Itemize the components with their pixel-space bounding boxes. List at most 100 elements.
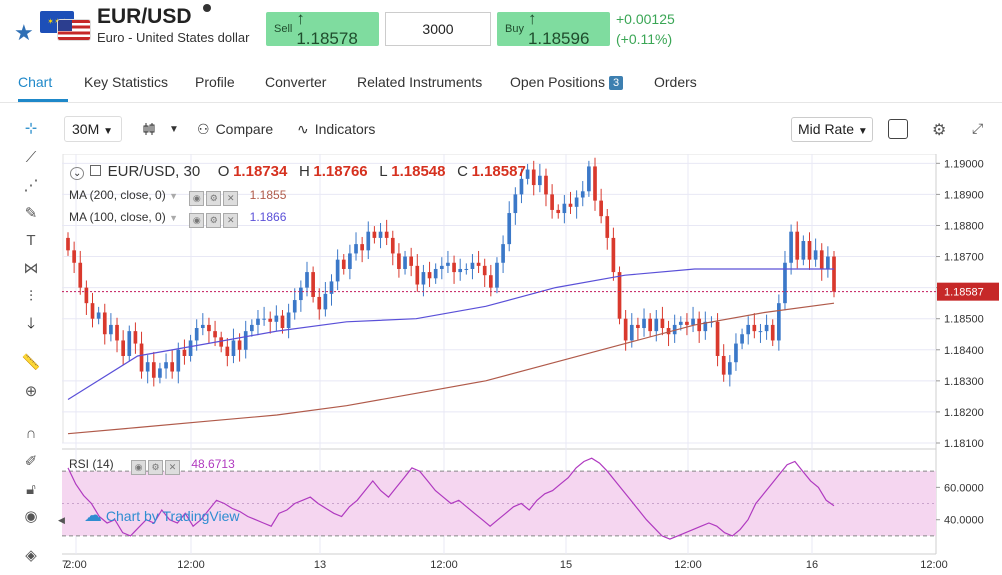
time-tick-label: 12:00 [177, 559, 205, 571]
text-tool-icon[interactable]: T [26, 232, 36, 249]
collapse-left-icon[interactable]: ◀ [58, 515, 65, 525]
ma100-settings-icon[interactable]: ⚙ [206, 213, 222, 228]
candle-body [544, 175, 548, 195]
settings-gear-icon[interactable]: ⚙ [932, 122, 947, 139]
candle-body [752, 324, 757, 332]
ma200-settings-icon[interactable]: ⚙ [206, 191, 222, 206]
ma100-value: 1.1866 [249, 210, 287, 224]
candle-body [715, 321, 720, 356]
tab-open-positions-label: Open Positions [510, 74, 605, 90]
price-tick-label: 1.18500 [944, 314, 984, 326]
rsi-value: 48.6713 [191, 457, 235, 471]
candle-body [452, 262, 456, 273]
pattern-icon[interactable]: ⋈ [23, 260, 39, 277]
tradingview-cloud-icon: ☁ [84, 505, 102, 525]
chevron-down-icon: ▼ [169, 123, 179, 135]
open-positions-badge: 3 [608, 76, 624, 90]
arrow-down-icon[interactable]: 🡓 [27, 315, 35, 332]
ma200-chevron-icon[interactable]: ▼ [169, 191, 178, 201]
visibility-box-icon[interactable] [90, 165, 102, 176]
sell-label: Sell [274, 23, 293, 35]
rsi-tick-label: 40.0000 [944, 515, 984, 527]
ruler-icon[interactable]: 📏 [21, 354, 41, 371]
legend-open-label: O [217, 163, 230, 180]
buy-price: ↑ 1.18596 [527, 9, 590, 48]
candle-body [697, 318, 702, 332]
layers-icon[interactable]: ◈ [25, 547, 37, 564]
fib-retracement-icon[interactable]: ⋰ [23, 177, 39, 194]
magnet-icon[interactable]: ∩ [25, 425, 37, 442]
visibility-eye-icon[interactable]: ◉ [24, 508, 38, 525]
indicators-button[interactable]: ∿ Indicators [297, 116, 375, 142]
candle-body [378, 231, 383, 238]
quantity-input[interactable]: 3000 [385, 12, 491, 46]
tab-key-statistics[interactable]: Key Statistics [84, 74, 169, 90]
collapse-chevron-icon[interactable]: ⌄ [70, 167, 85, 180]
sell-button[interactable]: Sell ↑ 1.18578 [266, 9, 379, 48]
price-chart[interactable]: 1.190001.189001.188001.187001.186001.185… [62, 154, 1002, 575]
candle-body [605, 216, 610, 238]
candle-body [721, 355, 726, 375]
ma200-eye-icon[interactable]: ◉ [189, 191, 205, 206]
prediction-icon[interactable]: ⫶ [29, 288, 33, 305]
expand-icon[interactable]: ⤢ [972, 120, 984, 136]
legend-open-value: 1.18734 [233, 163, 288, 180]
interval-select[interactable]: 30M ▼ [64, 116, 122, 142]
candle-body [237, 340, 242, 350]
candle-body [660, 318, 665, 329]
tab-converter[interactable]: Converter [265, 74, 327, 90]
rsi-eye-icon[interactable]: ◉ [131, 460, 147, 475]
candle-body [176, 349, 181, 372]
ma100-legend: MA (100, close, 0) ▼ ◉ ⚙ ✕ 1.1866 [69, 210, 286, 228]
current-price-label: 1.18587 [944, 287, 984, 299]
time-tick-label: 17 [62, 559, 68, 571]
chart-type-select[interactable]: ▼ [141, 116, 179, 142]
buy-button[interactable]: Buy ↑ 1.18596 [497, 9, 610, 48]
candle-body [170, 362, 175, 372]
tab-open-positions[interactable]: Open Positions 3 [510, 74, 624, 90]
candle-body [280, 315, 285, 329]
ma100-chevron-icon[interactable]: ▼ [169, 213, 178, 223]
candle-body [464, 268, 469, 270]
rsi-close-icon[interactable]: ✕ [165, 460, 181, 475]
drawing-mode-icon[interactable]: ✐ [24, 453, 38, 470]
crosshair-icon[interactable]: ⊹ [24, 120, 38, 137]
price-type-value: Mid Rate [798, 121, 855, 137]
favorite-star-icon[interactable]: ★ [14, 20, 34, 45]
candle-body [372, 231, 377, 238]
trend-line-icon[interactable]: ⟋ [25, 149, 37, 166]
candle-body [133, 331, 138, 344]
tab-related-instruments[interactable]: Related Instruments [357, 74, 483, 90]
rsi-settings-icon[interactable]: ⚙ [148, 460, 164, 475]
legend-close-value: 1.18587 [471, 163, 526, 180]
time-tick-label: 16 [806, 559, 818, 571]
price-tick-label: 1.18100 [944, 438, 984, 450]
tradingview-branding[interactable]: ☁ Chart by TradingView [84, 505, 239, 526]
candle-body [96, 312, 101, 319]
fullscreen-box-icon[interactable] [888, 119, 908, 139]
ma100-eye-icon[interactable]: ◉ [189, 213, 205, 228]
price-tick-label: 1.18400 [944, 345, 984, 357]
brush-icon[interactable]: ✎ [24, 205, 38, 222]
price-type-select[interactable]: Mid Rate ▼ [791, 117, 873, 142]
candle-body [286, 312, 291, 329]
ma200-close-icon[interactable]: ✕ [223, 191, 239, 206]
tab-chart[interactable]: Chart [18, 74, 53, 90]
tab-profile[interactable]: Profile [195, 74, 235, 90]
compare-label: Compare [215, 121, 274, 137]
candle-body [826, 256, 830, 269]
current-price-badge [937, 282, 999, 301]
lock-icon[interactable]: 🔓︎ [26, 481, 36, 498]
instrument-name: Euro - United States dollar [97, 30, 250, 45]
time-tick-label: 12:00 [920, 559, 948, 571]
price-tick-label: 1.18200 [944, 407, 984, 419]
time-tick-label: 13 [314, 559, 326, 571]
compare-button[interactable]: ⚇ Compare [197, 116, 273, 142]
candle-body [317, 296, 322, 310]
zoom-in-icon[interactable]: ⊕ [24, 383, 38, 400]
price-tick-label: 1.18300 [944, 376, 984, 388]
tab-orders[interactable]: Orders [654, 74, 697, 90]
candle-body [807, 241, 812, 260]
candle-body [813, 250, 818, 260]
ma100-close-icon[interactable]: ✕ [223, 213, 239, 228]
